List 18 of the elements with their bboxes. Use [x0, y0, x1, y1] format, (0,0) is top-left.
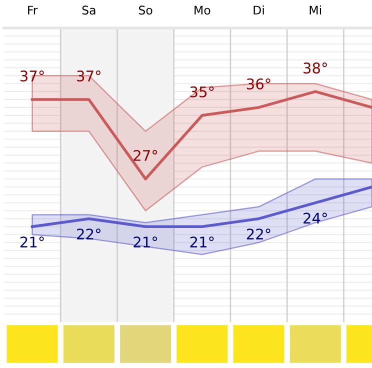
x-tick-label: So	[138, 6, 152, 15]
x-tick-label: Mo	[194, 6, 210, 15]
data-label: 21°	[190, 236, 214, 248]
data-label: 37°	[20, 70, 44, 82]
data-label: 35°	[190, 86, 214, 98]
x-tick-label: Sa	[82, 6, 96, 15]
data-label: 36°	[246, 78, 270, 90]
data-label: 27°	[134, 150, 158, 161]
x-tick-label: Mi	[310, 5, 322, 14]
data-label: 21°	[20, 236, 44, 248]
data-label: 21°	[134, 236, 158, 248]
data-label: 22°	[77, 228, 100, 240]
x-tick-label: Fr	[28, 6, 38, 14]
data-label: 37°	[77, 70, 100, 82]
data-label: 38°	[304, 62, 327, 74]
data-label: 22°	[246, 228, 270, 240]
data-label: 24°	[304, 212, 327, 224]
x-tick-label: Di	[254, 5, 264, 14]
